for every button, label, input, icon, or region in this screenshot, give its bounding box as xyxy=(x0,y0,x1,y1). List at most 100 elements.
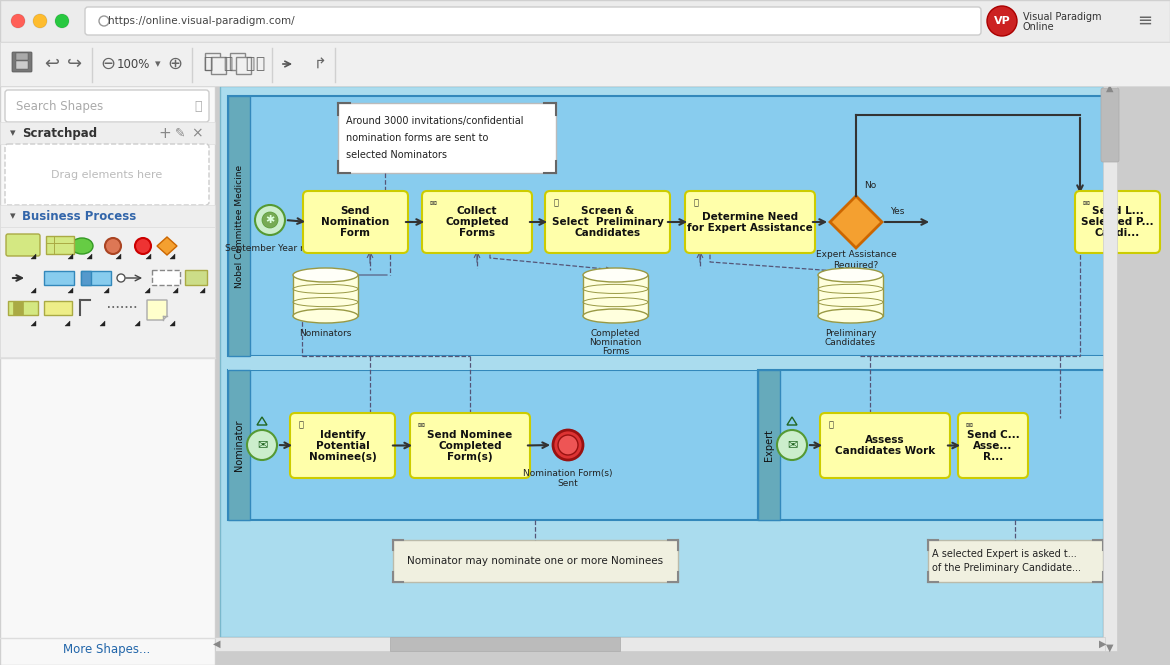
Text: ↪: ↪ xyxy=(68,55,83,73)
Text: Preliminary: Preliminary xyxy=(825,329,876,338)
Ellipse shape xyxy=(818,309,883,323)
Text: for Expert Assistance: for Expert Assistance xyxy=(687,223,813,233)
Circle shape xyxy=(262,212,278,228)
Text: Form(s): Form(s) xyxy=(447,452,493,462)
Text: More Shapes...: More Shapes... xyxy=(63,644,151,656)
Text: Potential: Potential xyxy=(316,440,370,450)
Text: Send L...: Send L... xyxy=(1092,206,1143,216)
Text: Nomination Form(s): Nomination Form(s) xyxy=(523,469,613,477)
Bar xyxy=(16,61,28,69)
Text: selected Nominators: selected Nominators xyxy=(346,150,447,160)
Text: Screen &: Screen & xyxy=(581,206,634,216)
Polygon shape xyxy=(30,254,36,259)
Text: ⊖: ⊖ xyxy=(101,55,116,73)
Polygon shape xyxy=(146,254,151,259)
Text: Nominators: Nominators xyxy=(300,329,352,338)
Bar xyxy=(0,205,215,227)
Bar xyxy=(205,53,220,70)
Bar xyxy=(338,103,556,173)
Bar xyxy=(583,275,648,316)
Polygon shape xyxy=(173,288,178,293)
Bar xyxy=(46,236,74,254)
Polygon shape xyxy=(116,254,121,259)
Polygon shape xyxy=(830,196,882,248)
Text: Collect: Collect xyxy=(456,206,497,216)
Text: Drag elements here: Drag elements here xyxy=(51,170,163,180)
Ellipse shape xyxy=(583,309,648,323)
Text: ≡: ≡ xyxy=(1137,12,1152,30)
Bar xyxy=(228,370,758,520)
Polygon shape xyxy=(135,321,140,326)
Bar xyxy=(44,271,74,285)
Text: ×: × xyxy=(191,126,202,140)
Text: Visual Paradigm: Visual Paradigm xyxy=(1023,12,1101,22)
Polygon shape xyxy=(157,237,177,255)
Text: 👤: 👤 xyxy=(553,198,558,207)
Text: ✎: ✎ xyxy=(174,126,185,140)
FancyBboxPatch shape xyxy=(545,191,670,253)
Bar xyxy=(8,301,37,315)
Circle shape xyxy=(55,14,69,28)
Text: Send Nominee: Send Nominee xyxy=(427,430,512,440)
Text: 🗑: 🗑 xyxy=(255,57,264,72)
Text: Expert: Expert xyxy=(764,429,775,461)
Text: ↩: ↩ xyxy=(44,55,60,73)
Text: ⧉: ⧉ xyxy=(223,57,233,72)
Text: Completed: Completed xyxy=(439,440,502,450)
Polygon shape xyxy=(170,321,175,326)
Circle shape xyxy=(558,435,578,455)
Text: 👤: 👤 xyxy=(298,420,303,430)
FancyBboxPatch shape xyxy=(1075,191,1159,253)
Text: Selected P...: Selected P... xyxy=(1081,217,1154,227)
Text: https://online.visual-paradigm.com/: https://online.visual-paradigm.com/ xyxy=(108,16,295,26)
Circle shape xyxy=(247,430,277,460)
Text: Online: Online xyxy=(1023,22,1054,32)
Text: Search Shapes: Search Shapes xyxy=(16,100,103,112)
Bar xyxy=(0,0,1170,42)
Text: Send: Send xyxy=(340,206,370,216)
Text: Expert Assistance
Required?: Expert Assistance Required? xyxy=(815,250,896,270)
Text: Form: Form xyxy=(340,228,371,238)
Text: Candidates: Candidates xyxy=(825,338,876,347)
Bar xyxy=(758,370,1106,520)
Ellipse shape xyxy=(583,268,648,282)
Bar xyxy=(228,370,250,520)
Bar xyxy=(81,271,111,285)
Bar xyxy=(758,356,1106,370)
Ellipse shape xyxy=(292,268,358,282)
Text: ✉: ✉ xyxy=(786,438,797,452)
Polygon shape xyxy=(66,321,70,326)
Ellipse shape xyxy=(818,268,883,282)
Bar xyxy=(0,122,215,144)
FancyBboxPatch shape xyxy=(1101,88,1119,162)
Text: 🗑: 🗑 xyxy=(246,57,255,72)
Text: ▼: ▼ xyxy=(1107,643,1114,653)
FancyBboxPatch shape xyxy=(6,234,40,256)
Text: Candidates Work: Candidates Work xyxy=(835,446,935,456)
Polygon shape xyxy=(99,321,105,326)
Circle shape xyxy=(553,430,583,460)
Bar xyxy=(758,370,780,520)
Bar xyxy=(1103,86,1117,651)
Text: ✉: ✉ xyxy=(418,420,425,430)
Ellipse shape xyxy=(292,309,358,323)
Bar xyxy=(393,540,677,582)
FancyBboxPatch shape xyxy=(958,413,1028,478)
Ellipse shape xyxy=(135,238,151,254)
Text: ✉: ✉ xyxy=(429,198,436,207)
FancyBboxPatch shape xyxy=(303,191,408,253)
Bar xyxy=(228,96,1106,356)
Polygon shape xyxy=(30,288,36,293)
Circle shape xyxy=(117,274,125,282)
Text: Scratchpad: Scratchpad xyxy=(22,126,97,140)
Bar xyxy=(228,356,758,370)
Text: Nomination: Nomination xyxy=(322,217,390,227)
Circle shape xyxy=(33,14,47,28)
Bar xyxy=(152,270,180,285)
Polygon shape xyxy=(68,288,73,293)
Text: Identify: Identify xyxy=(319,430,365,440)
Ellipse shape xyxy=(71,238,92,254)
Text: Forms: Forms xyxy=(601,347,629,356)
Bar xyxy=(13,301,23,315)
Text: Nominee(s): Nominee(s) xyxy=(309,452,377,462)
